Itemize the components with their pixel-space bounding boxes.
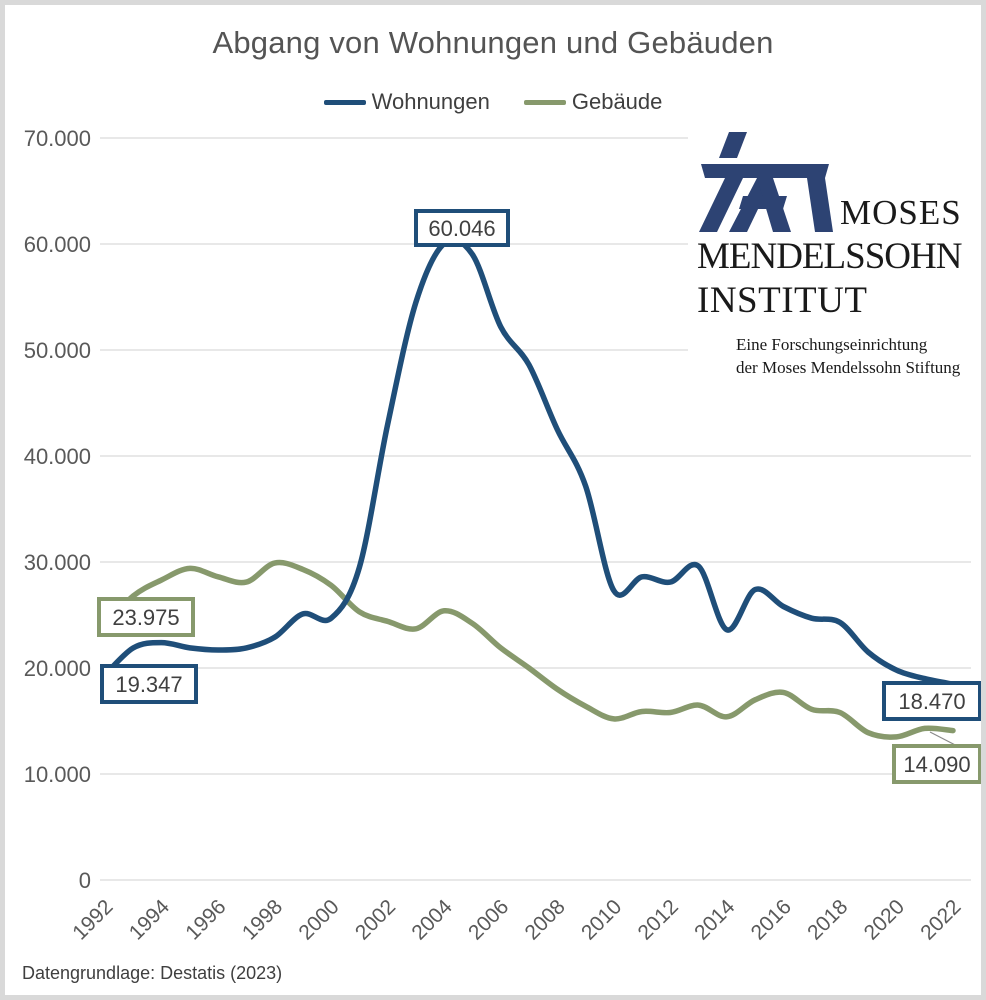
wohnungen-2022-label-box bbox=[882, 681, 981, 721]
gebaeude-line bbox=[102, 559, 956, 740]
legend-item-wohnungen: Wohnungen bbox=[323, 89, 490, 115]
x-axis-tick-label: 1992 bbox=[68, 895, 117, 944]
x-axis-tick-label: 2006 bbox=[464, 895, 513, 944]
x-axis-tick-label: 2016 bbox=[747, 895, 796, 944]
y-axis-tick-label: 50.000 bbox=[24, 338, 91, 363]
chart-title: Abgang von Wohnungen und Gebäuden bbox=[212, 25, 774, 60]
x-axis-tick-label: 2022 bbox=[916, 895, 965, 944]
gebaeude-2022-label: 14.090 bbox=[903, 752, 970, 777]
wohnungen-line-swatch bbox=[323, 99, 366, 105]
y-axis-tick-label: 70.000 bbox=[24, 126, 91, 151]
x-axis-tick-label: 1998 bbox=[238, 895, 287, 944]
gebaeude-1992-label-box bbox=[97, 597, 195, 637]
logo-text-mendelssohn: MENDELSSOHN bbox=[697, 236, 962, 277]
wohnungen-line bbox=[102, 237, 956, 687]
wohnungen-1992-label: 19.347 bbox=[115, 672, 182, 697]
legend: Wohnungen Gebäude bbox=[5, 89, 981, 115]
x-axis-tick-label: 2018 bbox=[803, 895, 852, 944]
x-axis-tick-label: 2020 bbox=[860, 895, 909, 944]
x-axis-tick-label: 2010 bbox=[577, 895, 626, 944]
x-axis-tick-label: 1996 bbox=[181, 895, 230, 944]
x-axis-tick-label: 2004 bbox=[407, 895, 457, 945]
x-axis-tick-label: 2002 bbox=[351, 895, 400, 944]
y-axis-tick-label: 0 bbox=[79, 868, 91, 893]
gebaeude-line-swatch bbox=[523, 99, 566, 105]
y-axis-tick-label: 30.000 bbox=[24, 550, 91, 575]
x-axis-tick-label: 2000 bbox=[294, 895, 343, 944]
mmi-logo-mark-icon bbox=[699, 132, 833, 232]
wohnungen-peak-label-box bbox=[414, 209, 510, 247]
y-axis-tick-label: 60.000 bbox=[24, 232, 91, 257]
logo-subtitle-line2: der Moses Mendelssohn Stiftung bbox=[736, 358, 961, 377]
legend-label-gebaeude: Gebäude bbox=[571, 89, 663, 114]
x-axis-tick-label: 2008 bbox=[521, 895, 570, 944]
wohnungen-1992-label-box bbox=[100, 664, 198, 704]
x-axis-tick-label: 2014 bbox=[690, 895, 740, 945]
gebaeude-2022-label-box bbox=[892, 744, 981, 784]
logo-text-moses: MOSES bbox=[840, 193, 962, 232]
y-axis-tick-label: 10.000 bbox=[24, 762, 91, 787]
x-axis-tick-label: 1994 bbox=[125, 895, 175, 945]
legend-item-gebaeude: Gebäude bbox=[523, 89, 663, 115]
wohnungen-peak-label: 60.046 bbox=[428, 216, 495, 241]
x-axis-tick-label: 2012 bbox=[634, 895, 683, 944]
logo-text-institut: INSTITUT bbox=[697, 280, 868, 321]
legend-label-wohnungen: Wohnungen bbox=[371, 89, 490, 114]
wohnungen-2022-label: 18.470 bbox=[898, 689, 965, 714]
mmi-logo: MOSES MENDELSSOHN INSTITUT Eine Forschun… bbox=[688, 129, 980, 387]
line-chart: 0 10.000 20.000 30.000 40.000 50.000 60.000 70.… bbox=[24, 126, 981, 945]
gebaeude-1992-label: 23.975 bbox=[112, 605, 179, 630]
y-axis-tick-label: 40.000 bbox=[24, 444, 91, 469]
source-note: Datengrundlage: Destatis (2023) bbox=[22, 963, 283, 983]
y-axis-tick-label: 20.000 bbox=[24, 656, 91, 681]
logo-subtitle-line1: Eine Forschungseinrichtung bbox=[736, 335, 928, 354]
